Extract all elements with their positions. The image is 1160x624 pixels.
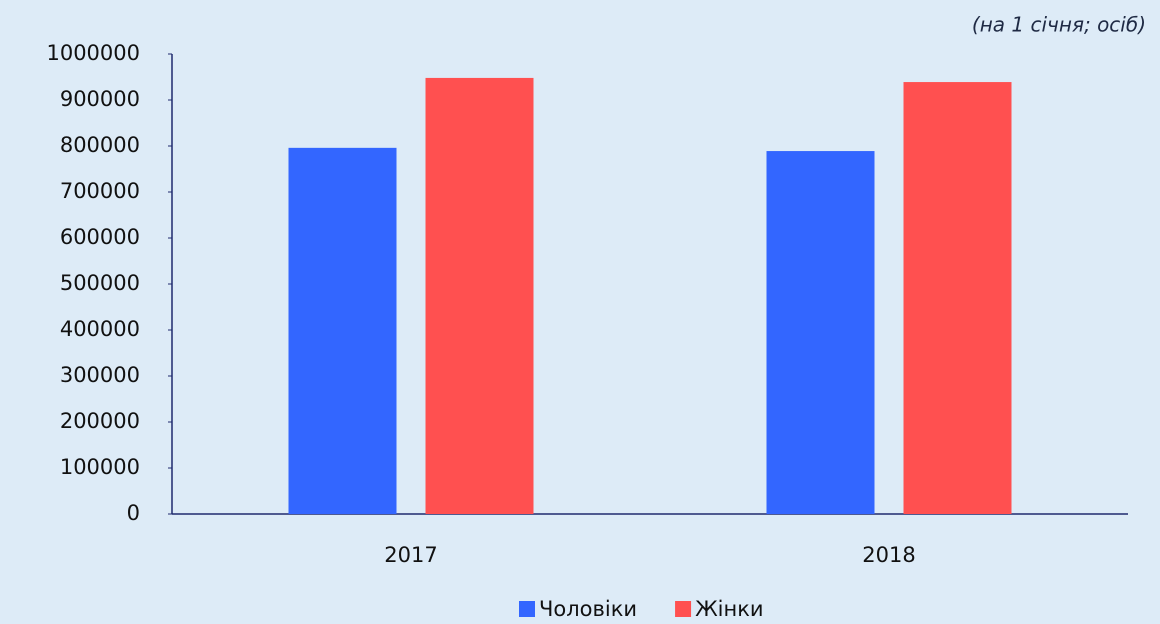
y-tick-label: 700000 xyxy=(60,179,140,203)
y-tick-label: 400000 xyxy=(60,317,140,341)
bar xyxy=(903,82,1012,514)
y-tick-label: 500000 xyxy=(60,271,140,295)
x-tick-label: 2017 xyxy=(384,543,437,567)
bar xyxy=(425,77,534,515)
legend-swatch xyxy=(675,601,692,617)
y-tick-label: 1000000 xyxy=(46,41,140,65)
chart-subtitle: (на 1 січня; осіб) xyxy=(972,13,1146,37)
bar xyxy=(766,151,875,514)
y-tick-label: 600000 xyxy=(60,225,140,249)
legend-label: Чоловіки xyxy=(539,597,637,621)
legend-label: Жінки xyxy=(695,597,764,621)
legend-swatch xyxy=(519,601,535,617)
y-tick-label: 300000 xyxy=(60,363,140,387)
x-tick-label: 2018 xyxy=(862,543,915,567)
y-tick-label: 900000 xyxy=(60,87,140,111)
y-tick-label: 800000 xyxy=(60,133,140,157)
y-tick-label: 0 xyxy=(127,501,140,525)
y-tick-label: 100000 xyxy=(60,455,140,479)
y-tick-label: 200000 xyxy=(60,409,140,433)
bar xyxy=(288,147,397,514)
